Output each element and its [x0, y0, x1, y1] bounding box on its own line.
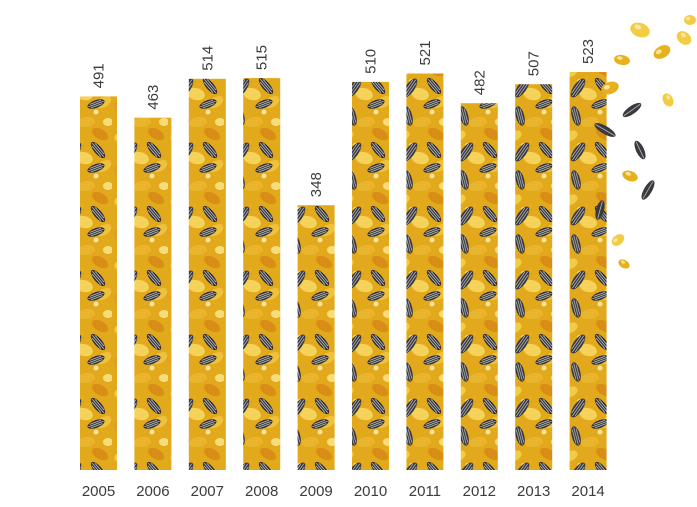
falling-seed-5 — [601, 81, 619, 95]
falling-seed-14 — [595, 200, 605, 220]
falling-seed-4 — [662, 93, 674, 107]
falling-seed-3 — [614, 54, 630, 66]
falling-seed-13 — [634, 140, 646, 160]
falling-seed-2 — [676, 31, 692, 45]
category-label-2007: 2007 — [191, 483, 224, 500]
falling-seeds-decoration — [594, 15, 696, 269]
bars-layer — [80, 72, 607, 471]
bar-2010 — [352, 81, 389, 471]
category-label-2005: 2005 — [82, 483, 115, 500]
value-label-2012: 482 — [471, 70, 488, 95]
falling-seed-12 — [684, 15, 696, 25]
falling-seed-1 — [653, 45, 671, 59]
bar-2014 — [569, 72, 607, 470]
category-label-2008: 2008 — [245, 483, 278, 500]
category-label-2014: 2014 — [571, 483, 604, 500]
falling-seed-7 — [594, 123, 616, 137]
value-label-2014: 523 — [580, 39, 597, 64]
bar-2006 — [134, 117, 172, 470]
falling-seed-6 — [622, 102, 642, 118]
falling-seed-9 — [622, 170, 638, 182]
bar-2011 — [406, 73, 444, 470]
bar-2012 — [460, 103, 498, 470]
bar-2005 — [80, 96, 117, 471]
bar-2009 — [297, 205, 335, 470]
category-label-2013: 2013 — [517, 483, 550, 500]
falling-seed-11 — [618, 259, 630, 269]
bar-2013 — [515, 84, 553, 470]
category-label-2009: 2009 — [299, 483, 332, 500]
value-label-2005: 491 — [91, 63, 108, 88]
falling-seed-10 — [611, 234, 625, 246]
category-label-2010: 2010 — [354, 483, 387, 500]
value-label-2010: 510 — [363, 49, 380, 74]
category-labels-layer: 2005 2006 2007 2008 2009 2010 2011 2012 2013 2014 — [82, 483, 605, 500]
falling-seed-0 — [630, 22, 650, 38]
category-label-2006: 2006 — [136, 483, 169, 500]
value-label-2009: 348 — [308, 172, 325, 197]
value-labels-layer: 491 463 514 515 348 510 521 482 507 523 — [91, 39, 598, 197]
value-label-2006: 463 — [145, 85, 162, 110]
category-label-2012: 2012 — [463, 483, 496, 500]
bar-2007 — [188, 78, 226, 471]
value-label-2011: 521 — [417, 40, 434, 65]
category-label-2011: 2011 — [409, 483, 441, 500]
falling-seed-8 — [641, 180, 655, 200]
value-label-2007: 514 — [199, 46, 216, 71]
bar-2008 — [243, 78, 281, 470]
value-label-2008: 515 — [254, 45, 271, 70]
value-label-2013: 507 — [526, 51, 543, 76]
